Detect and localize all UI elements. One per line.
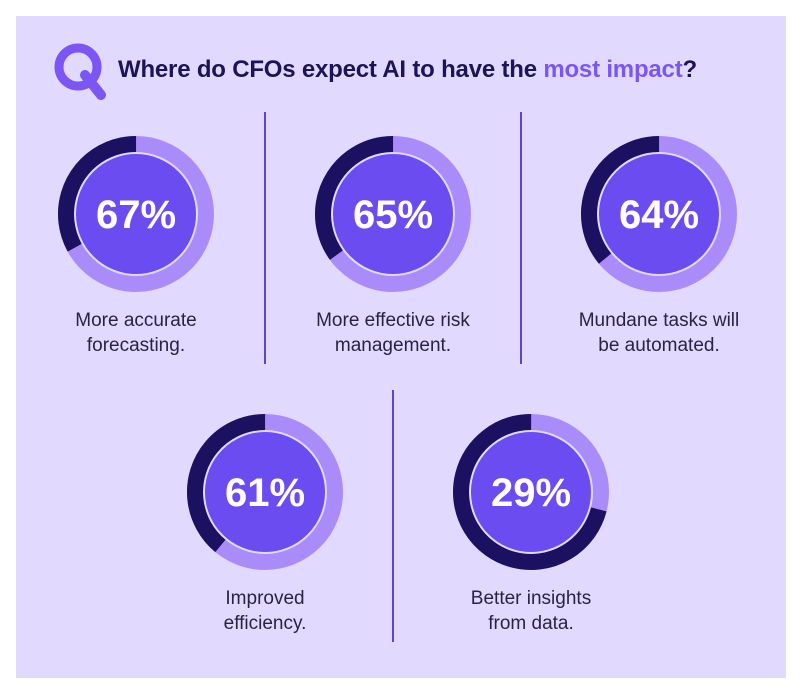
donut-value-arc — [58, 136, 214, 292]
infographic-panel — [16, 16, 786, 678]
donut-chart: 29% — [453, 414, 609, 570]
donut-value-arc — [187, 414, 343, 570]
donut-value-label: 67% — [96, 193, 176, 237]
donut-center — [333, 154, 453, 274]
donut-center — [76, 154, 196, 274]
title-pre: Where do CFOs expect AI to have the — [118, 56, 544, 83]
donut-center — [599, 154, 719, 274]
question-heading: Where do CFOs expect AI to have the most… — [52, 38, 697, 102]
stat-description: Better insights from data. — [470, 588, 592, 634]
column-divider — [520, 112, 522, 364]
donut-chart: 67% — [58, 136, 214, 292]
title-highlight: most impact — [543, 56, 683, 83]
donut-center — [205, 432, 325, 552]
donut-value-label: 65% — [353, 193, 433, 237]
stat-description: Improved efficiency. — [223, 588, 307, 634]
stat-description: More effective risk management. — [316, 310, 470, 356]
column-divider — [392, 390, 394, 642]
stat-description: More accurate forecasting. — [75, 310, 197, 356]
donut-value-label: 64% — [619, 193, 699, 237]
donut-chart: 65% — [315, 136, 471, 292]
donut-value-label: 61% — [225, 471, 305, 515]
donut-chart: 61% — [187, 414, 343, 570]
page-title: Where do CFOs expect AI to have the most… — [118, 56, 697, 84]
stat-description: Mundane tasks will be automated. — [578, 310, 740, 356]
question-q-icon — [54, 43, 106, 100]
column-divider — [264, 112, 266, 364]
donut-value-arc — [453, 414, 609, 570]
donut-value-label: 29% — [491, 471, 571, 515]
donut-center — [471, 432, 591, 552]
title-post: ? — [682, 56, 698, 83]
donut-value-arc — [315, 136, 471, 292]
donut-chart: 64% — [581, 136, 738, 292]
